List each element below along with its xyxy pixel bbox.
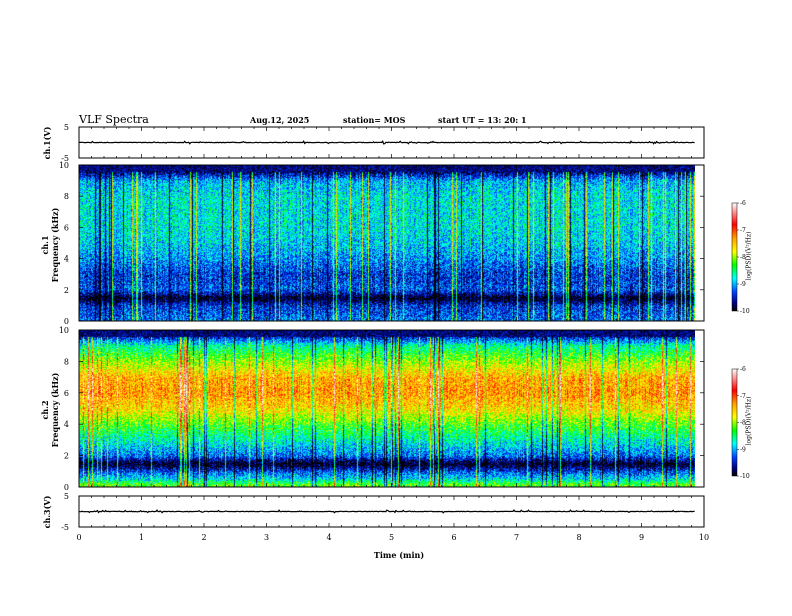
ch1-spectrogram-ylabel-frequency: Frequency (kHz) — [50, 207, 60, 283]
time-axis-tick-label: 4 — [326, 533, 331, 542]
ch2-spectrogram-colorbar-tick-label: -10 — [740, 473, 750, 480]
time-axis-tick-label: 6 — [451, 533, 456, 542]
ch1-spectrogram-colorbar-tick-label: -6 — [740, 200, 746, 207]
ch1-spectrogram-ytick-label: 6 — [64, 223, 69, 232]
station-label: station= MOS — [343, 115, 406, 125]
ch2-spectrogram-ylabel-channel: ch.2 — [40, 400, 50, 420]
ch3-voltage-trace — [78, 509, 695, 514]
ch2-spectrogram-ytick-label: 4 — [64, 420, 69, 429]
ch1-voltage-ytick-label: 5 — [64, 123, 69, 132]
time-axis-tick-label: 3 — [264, 533, 269, 542]
ch2-spectrogram-ylabel-frequency: Frequency (kHz) — [50, 372, 60, 448]
ch2-spectrogram-ytick-label: 8 — [64, 357, 69, 366]
ch2-spectrogram-ytick-label: 6 — [64, 389, 69, 398]
ch1-spectrogram-colorbar — [731, 202, 738, 312]
ch1-spectrogram-colorbar-tick-label: -7 — [740, 227, 746, 234]
ch1-spectrogram-colorbar-tick-label: -10 — [740, 308, 750, 315]
ch2-spectrogram-colorbar-tick-label: -7 — [740, 393, 746, 400]
ch2-spectrogram-colorbar-tick-label: -6 — [740, 366, 746, 373]
time-axis-tick-label: 5 — [389, 533, 394, 542]
ch1-spectrogram-colorbar-tick-label: -8 — [740, 254, 746, 261]
colorbar-2-label: log(PSD)(V²/Hz) — [745, 396, 753, 446]
ch1-spectrogram-ytick-label: 10 — [59, 161, 69, 170]
ch1-voltage-ylabel: ch.1(V) — [42, 126, 52, 160]
ch1-spectrogram-ytick-label: 4 — [64, 255, 69, 264]
time-axis-tick-label: 7 — [514, 533, 519, 542]
ch1-spectrogram-ytick-label: 8 — [64, 192, 69, 201]
ch2-spectrogram-ytick-label: 2 — [64, 452, 69, 461]
date-label: Aug.12, 2025 — [250, 115, 310, 125]
ch2-spectrogram-ytick-label: 0 — [64, 483, 69, 492]
ch3-voltage-ytick-label: 5 — [64, 492, 69, 501]
time-axis-tick-label: 9 — [639, 533, 644, 542]
ch1-voltage-ytick-label: -5 — [61, 154, 69, 163]
ch2-spectrogram-colorbar — [731, 368, 738, 477]
ch1-spectrogram-ytick-label: 2 — [64, 286, 69, 295]
time-axis-title: Time (min) — [373, 550, 425, 560]
time-axis-tick-label: 2 — [201, 533, 206, 542]
ch3-voltage-ylabel: ch.3(V) — [42, 495, 52, 529]
time-axis-tick-label: 8 — [576, 533, 581, 542]
ch1-spectrogram-ytick-label: 0 — [64, 317, 69, 326]
time-axis-tick-label: 0 — [76, 533, 81, 542]
time-axis-tick-label: 10 — [699, 533, 709, 542]
ch3-voltage-ytick-label: -5 — [61, 523, 69, 532]
ch2-spectrogram-colorbar-tick-label: -9 — [740, 446, 746, 453]
ch2-spectrogram-colorbar-tick-label: -8 — [740, 420, 746, 427]
colorbar-1-label: log(PSD)(V²/Hz) — [745, 231, 753, 281]
ch1-spectrogram-colorbar-tick-label: -9 — [740, 281, 746, 288]
figure-title: VLF Spectra — [79, 113, 149, 126]
ch1-voltage-trace — [78, 139, 695, 145]
start-time-label: start UT = 13: 20: 1 — [438, 115, 527, 125]
ch2-spectrogram-ytick-label: 10 — [59, 326, 69, 335]
time-axis-tick-label: 1 — [139, 533, 144, 542]
ch1-spectrogram-image — [79, 165, 695, 321]
ch1-spectrogram-ylabel-channel: ch.1 — [40, 235, 50, 255]
ch2-spectrogram-image — [79, 330, 695, 487]
